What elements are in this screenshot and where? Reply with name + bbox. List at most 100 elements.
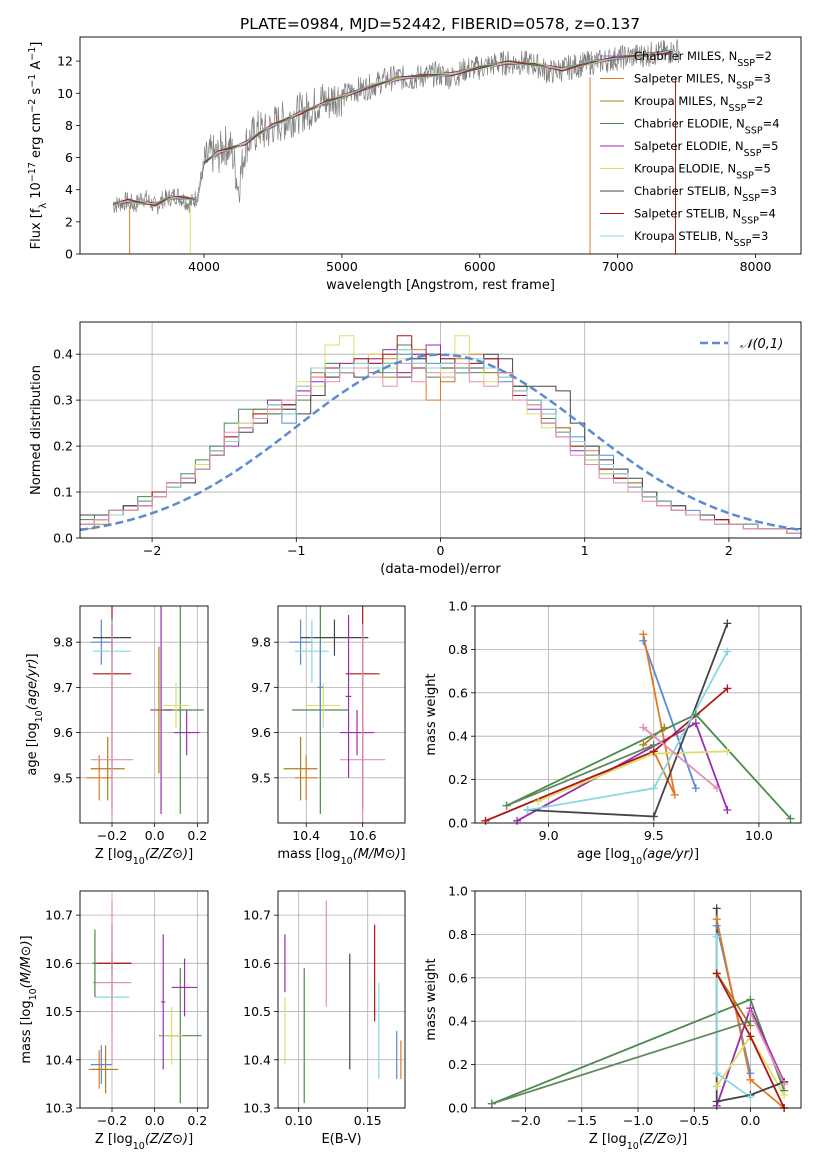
- y-axis-label-part: mass weight: [424, 958, 439, 1040]
- axes-frame: [79, 321, 802, 539]
- y-tick-label: 10.7: [243, 908, 271, 923]
- plus-marker: [746, 995, 755, 1004]
- x-axis-label-part: mass [: [277, 847, 320, 862]
- x-tick-label: 0.15: [354, 1113, 382, 1128]
- axes-frame: [79, 605, 209, 824]
- plus-marker: [660, 723, 669, 732]
- y-tick-label: 10: [57, 86, 73, 101]
- y-tick-label: 6: [65, 150, 73, 165]
- plus-marker: [723, 747, 732, 756]
- legend-label: Salpeter STELIB, NSSP=4: [634, 207, 776, 227]
- x-tick-label: 0.0: [145, 828, 165, 843]
- plus-marker: [513, 816, 522, 825]
- legend-label: Chabrier STELIB, NSSP=3: [634, 184, 777, 204]
- x-tick-label: 0.2: [187, 828, 207, 843]
- plus-marker: [712, 904, 721, 913]
- x-axis-label-part: log: [113, 1132, 133, 1147]
- legend-label-part: =4: [763, 117, 780, 131]
- weight-line: [749, 1012, 785, 1085]
- x-tick-label: 6000: [464, 259, 496, 274]
- weight-line: [642, 726, 718, 789]
- x-axis-label-part: ]: [682, 1132, 687, 1147]
- legend-label-part: =2: [755, 49, 772, 63]
- y-axis-label-part: mass [: [19, 1020, 34, 1063]
- y-tick-label: 0.2: [448, 1057, 468, 1072]
- weight-line: [527, 623, 729, 818]
- y-axis-label-part: Flux [f: [29, 208, 44, 249]
- x-tick-label: 0.10: [285, 1113, 313, 1128]
- axes-frame: [277, 890, 406, 1109]
- plus-marker: [712, 784, 721, 793]
- plot-area: [284, 900, 402, 1104]
- mass-age-panel: 10.4 10.6 9.5 9.6 9.7 9.8 mass [log10(M/M⊙)]: [251, 605, 406, 867]
- y-tick-label: 0.4: [53, 347, 73, 362]
- y-tick-label: 0.2: [53, 439, 73, 454]
- legend-label-part: Chabrier ELODIE, N: [634, 117, 745, 131]
- plus-marker: [649, 740, 658, 749]
- x-axis-label-part: (age/yr): [642, 847, 694, 862]
- plus-marker: [746, 1075, 755, 1084]
- legend-label: Kroupa ELODIE, NSSP=5: [634, 162, 771, 182]
- x-axis-label-part: log: [113, 847, 133, 862]
- x-tick-label: −0.2: [97, 1113, 127, 1128]
- legend-label: Chabrier MILES, NSSP=2: [634, 49, 772, 69]
- age-weight-panel: 9.0 9.5 10.0 0.0 0.2 0.4 0.6 0.8 1.0 age [log10(a…: [424, 599, 802, 867]
- figure-title: PLATE=0984, MJD=52442, FIBERID=0578, z=0…: [240, 15, 640, 33]
- y-tick-label: 1.0: [448, 884, 468, 899]
- y-axis-label-part: −1: [27, 47, 38, 61]
- x-axis-label-part: (M/M⊙): [353, 847, 401, 862]
- plus-marker: [780, 1090, 789, 1099]
- plot-area: [88, 900, 202, 1104]
- legend-label-part: =3: [760, 184, 777, 198]
- x-axis-label: mass [log10(M/M⊙)]: [277, 847, 405, 867]
- x-axis-label-part: age [: [577, 847, 610, 862]
- y-axis-label-part: 10: [29, 182, 44, 203]
- axes-frame: [277, 605, 406, 824]
- plus-marker: [534, 797, 543, 806]
- x-axis-label-part: (Z/Z⊙): [639, 1132, 682, 1147]
- y-tick-label: 10.6: [45, 956, 73, 971]
- legend-label-part: Chabrier STELIB, N: [634, 184, 742, 198]
- x-tick-label: 1: [581, 543, 589, 558]
- plus-marker: [649, 784, 658, 793]
- y-axis-label-part: ]: [19, 935, 34, 940]
- data-spectrum-line: [112, 39, 680, 215]
- x-tick-label: −1: [287, 543, 305, 558]
- plus-marker: [786, 814, 795, 823]
- y-tick-label: 0.0: [448, 816, 468, 831]
- y-axis-label: Normed distribution: [29, 365, 44, 495]
- x-axis-label-part: ]: [694, 847, 699, 862]
- y-tick-label: 10.4: [45, 1052, 73, 1067]
- weight-line: [491, 1020, 751, 1105]
- legend-label-part: SSP: [744, 148, 762, 159]
- legend-label-part: SSP: [741, 215, 759, 226]
- x-axis-label-part: log: [321, 847, 341, 862]
- y-axis-label-part: age [: [25, 742, 40, 775]
- model-line: [113, 49, 673, 205]
- x-axis-label-part: 10: [133, 1141, 145, 1152]
- axes-frame: [474, 890, 802, 1109]
- y-axis-label-part: −2: [27, 99, 38, 113]
- y-tick-label: 9.5: [251, 770, 271, 785]
- x-tick-label: −0.5: [679, 1113, 709, 1128]
- x-axis-label-part: 10: [627, 1141, 639, 1152]
- legend-label-part: SSP: [736, 170, 754, 181]
- plus-marker: [723, 805, 732, 814]
- x-axis-label: Z [log10(Z/Z⊙)]: [589, 1132, 687, 1152]
- legend-label-part: =5: [761, 139, 778, 153]
- legend-label: Salpeter ELODIE, NSSP=5: [634, 139, 778, 159]
- legend-label-part: Salpeter MILES, N: [634, 72, 736, 86]
- x-axis-label-part: ]: [188, 1132, 193, 1147]
- legend-label-part: Kroupa STELIB, N: [634, 229, 734, 243]
- weight-line: [527, 651, 729, 811]
- x-axis-label: wavelength [Angstrom, rest frame]: [326, 278, 555, 293]
- y-tick-label: 10.5: [45, 1004, 73, 1019]
- y-tick-label: 9.7: [251, 680, 271, 695]
- plus-marker: [746, 1093, 755, 1102]
- y-tick-label: 1.0: [448, 599, 468, 614]
- x-tick-label: −1.0: [623, 1113, 653, 1128]
- plus-marker: [691, 710, 700, 719]
- y-tick-label: 0.0: [53, 531, 73, 546]
- y-axis-label: mass weight: [424, 673, 439, 755]
- x-axis-label: age [log10(age/yr)]: [577, 847, 699, 867]
